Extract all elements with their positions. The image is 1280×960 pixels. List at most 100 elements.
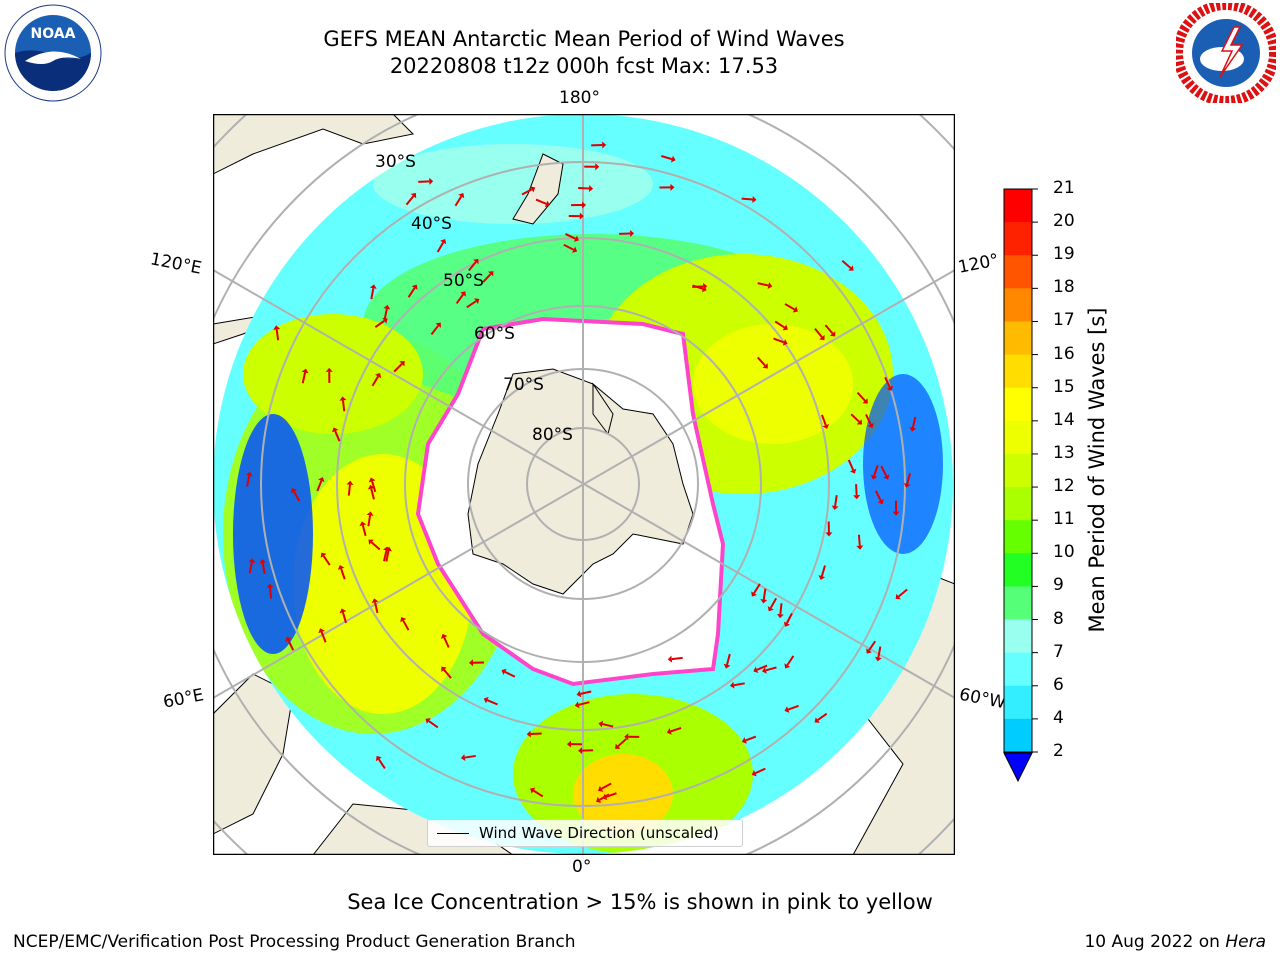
wind-wave-arrow [371,598,379,614]
wind-wave-arrow [369,284,377,300]
wind-wave-arrow [578,747,594,755]
footer-machine: Hera [1225,932,1266,952]
legend-line-swatch [437,832,469,834]
wind-wave-arrow [723,653,731,669]
wind-wave-arrow [367,484,375,500]
colorbar-cell [1004,553,1032,587]
colorbar-cell [1004,255,1032,289]
colorbar-cell [1004,387,1032,422]
lon-label-top: 180° [559,88,600,108]
wind-wave-arrow [783,612,793,627]
colorbar-cell [1004,453,1032,488]
colorbar-cell [1004,718,1032,753]
colorbar-under-triangle [1003,752,1033,783]
wind-wave-arrow [331,427,341,442]
colorbar-cell [1004,288,1032,322]
wind-wave-arrow [903,473,912,488]
wind-wave-arrow [436,239,447,253]
wind-wave-arrow [374,317,388,328]
wind-wave-arrow [624,733,640,741]
wind-wave-arrow [483,696,498,706]
wind-wave-arrow [866,640,877,654]
wind-wave-arrow [841,259,854,271]
nws-logo [1176,3,1276,103]
wind-wave-arrow [441,666,452,679]
wind-wave-arrow [692,284,707,293]
colorbar-tick-label: 7 [1053,641,1064,662]
lon-label-bottom: 0° [572,857,592,877]
wind-wave-arrow [301,368,309,384]
wind-wave-arrow [566,740,582,748]
wind-wave-arrow [318,628,327,643]
wind-wave-arrow [285,636,295,651]
colorbar-cell [1004,685,1032,720]
colorbar-cell [1004,487,1032,521]
wind-wave-arrow [383,304,391,320]
wind-wave-arrow [535,198,550,208]
wind-wave-arrow [400,617,410,631]
colorbar-cell [1004,520,1032,554]
wind-wave-arrow [359,521,367,537]
polar-map [213,114,955,855]
wind-wave-arrow [667,655,683,663]
wind-wave-arrow [784,303,798,313]
colorbar-tick-label: 20 [1053,211,1075,232]
wind-wave-arrow [245,471,253,487]
wind-wave-arrow [753,664,768,674]
wind-wave-arrow [602,792,617,801]
wind-wave-arrow [909,416,917,432]
wind-wave-arrow [825,521,833,537]
wind-wave-arrow [266,583,274,599]
wind-wave-arrow [821,414,830,429]
band-tasman [243,314,423,434]
band-short-period-east [863,374,943,554]
wind-wave-arrow [870,465,879,480]
wind-wave-arrow [371,373,382,387]
wind-wave-arrow [760,588,768,604]
wind-wave-arrow [895,588,908,600]
wind-wave-arrow [385,546,392,562]
colorbar-cell [1004,222,1032,256]
colorbar-tick-label: 15 [1053,376,1075,397]
lat-label-40s: 40°S [411,214,452,234]
band-pacific-core [693,324,853,444]
wind-wave-arrow [368,539,381,551]
chart-subtitle: 20220808 t12z 000h fcst Max: 17.53 [389,54,779,78]
lat-label-50s: 50°S [443,271,484,291]
wind-wave-arrow [568,212,584,220]
noaa-logo-text: NOAA [31,26,76,42]
lat-label-70s: 70°S [503,375,544,395]
wind-wave-arrow [393,361,405,373]
wind-wave-arrow [578,185,594,193]
wind-wave-arrow [615,738,627,749]
wind-wave-arrow [661,155,676,163]
legend-label: Wind Wave Direction (unscaled) [479,824,719,842]
wind-wave-arrow [619,229,635,237]
wind-wave-arrow [892,500,900,516]
wind-wave-arrow [874,490,884,505]
wind-wave-arrow [576,690,592,698]
land-indonesia [213,114,415,175]
wind-wave-arrow [290,488,301,502]
wind-wave-arrow [469,659,485,667]
wind-wave-arrow [273,325,281,341]
wind-wave-arrow [756,356,768,369]
wind-wave-arrow [880,465,890,480]
wind-wave-arrow [751,583,761,597]
wind-wave-arrow [767,597,778,612]
wind-wave-arrow [598,782,612,792]
wind-wave-arrow [339,608,347,624]
wind-wave-arrow [454,193,465,207]
wind-wave-arrow [320,552,331,566]
wind-wave-arrow [831,495,839,511]
colorbar-tick-label: 17 [1053,310,1075,331]
wind-wave-arrow [751,767,766,777]
wind-wave-arrow [405,193,417,206]
footer-date-text: 10 Aug 2022 on [1084,932,1220,952]
wind-wave-arrow [741,735,757,744]
wind-wave-arrow [316,477,325,492]
graticule [213,114,955,855]
wind-wave-arrow [565,233,579,242]
wind-wave-arrow [884,376,894,391]
colorbar [1003,188,1038,783]
